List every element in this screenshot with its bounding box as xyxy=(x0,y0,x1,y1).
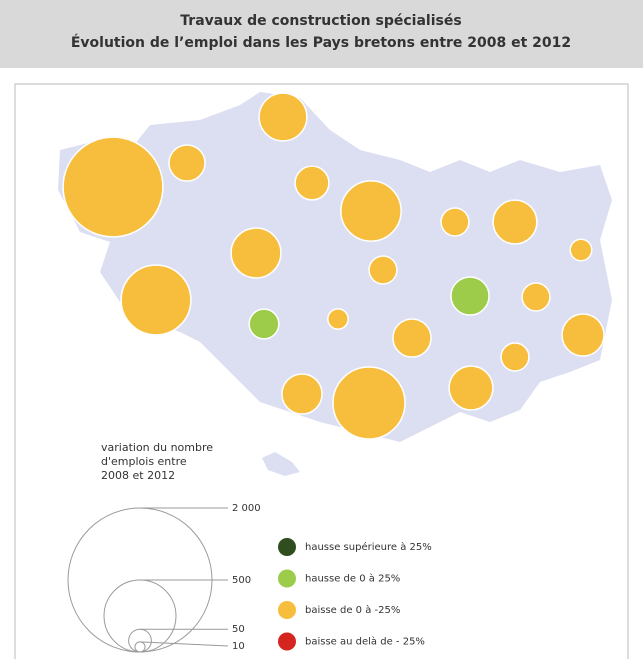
island xyxy=(262,452,300,476)
color-swatch xyxy=(278,601,296,619)
proportional-circle xyxy=(258,92,308,142)
proportional-circle xyxy=(569,238,593,262)
size-legend-label: 2 000 xyxy=(232,503,261,514)
color-swatch xyxy=(278,538,296,556)
proportional-circle xyxy=(440,207,470,237)
color-legend-label: hausse de 0 à 25% xyxy=(305,573,400,585)
title: Travaux de construction spécialisés xyxy=(180,13,461,29)
proportional-circle xyxy=(340,180,402,242)
legend-title: variation du nombre xyxy=(101,441,213,454)
proportional-circle xyxy=(281,373,323,415)
proportional-circle xyxy=(294,165,330,201)
proportional-circle xyxy=(368,255,398,285)
proportional-circle xyxy=(448,365,494,411)
proportional-circle xyxy=(521,282,551,312)
proportional-circle xyxy=(248,308,280,340)
size-legend-label: 10 xyxy=(232,641,245,652)
region-shape xyxy=(58,92,612,442)
legend-title: 2008 et 2012 xyxy=(101,469,175,482)
size-legend-label: 500 xyxy=(232,575,251,586)
proportional-circle xyxy=(500,342,530,372)
color-legend-label: hausse supérieure à 25% xyxy=(305,541,432,553)
title: Évolution de l’emploi dans les Pays bret… xyxy=(71,34,571,51)
proportional-circle xyxy=(450,276,490,316)
color-legend-label: baisse de 0 à -25% xyxy=(305,604,400,616)
proportional-circle xyxy=(492,199,538,245)
color-swatch xyxy=(278,632,296,651)
proportional-circle xyxy=(230,227,282,279)
proportional-circle xyxy=(392,318,432,358)
title-band xyxy=(0,0,643,68)
size-legend-circle xyxy=(134,641,146,653)
proportional-circle xyxy=(168,144,206,182)
proportional-circle xyxy=(561,313,605,357)
proportional-circle xyxy=(332,366,406,440)
proportional-circle xyxy=(327,308,349,330)
legend-title: d'emplois entre xyxy=(101,455,187,468)
size-legend-label: 50 xyxy=(232,624,245,635)
leader-line xyxy=(139,641,229,647)
color-swatch xyxy=(278,569,296,588)
proportional-circle xyxy=(62,136,164,238)
proportional-circle xyxy=(120,264,192,336)
color-legend-label: baisse au delà de - 25% xyxy=(305,636,425,648)
